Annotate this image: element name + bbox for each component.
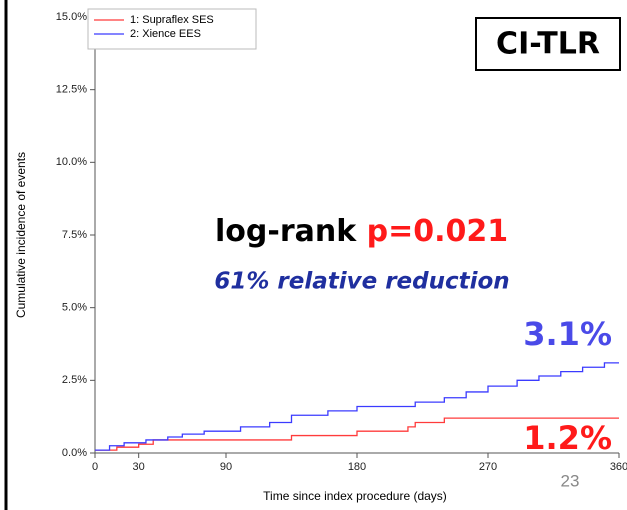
- annotation: 3.1%: [523, 315, 612, 353]
- annotation: 1.2%: [523, 419, 612, 457]
- y-tick-label: 2.5%: [62, 374, 87, 386]
- x-tick-label: 90: [220, 461, 232, 473]
- x-tick-label: 360: [610, 461, 627, 473]
- y-tick-label: 0.0%: [62, 447, 87, 459]
- series-line: [95, 362, 619, 451]
- chart-title: CI-TLR: [496, 27, 600, 62]
- plot-area: 0.0% 2.5% 5.0% 7.5% 10.0% 12.5% 15.0% 0 30 90 180 2…: [56, 11, 627, 473]
- x-axis-label: Time since index procedure (days): [263, 489, 447, 503]
- annotation: 61% relative reduction: [214, 269, 509, 295]
- y-tick-label: 15.0%: [56, 11, 87, 23]
- annotation: log-rank p=0.021: [215, 214, 508, 249]
- p-value: p=0.021: [367, 214, 509, 249]
- y-tick-label: 10.0%: [56, 156, 87, 168]
- legend-label: 2: Xience EES: [130, 28, 201, 40]
- title-box: [475, 17, 621, 71]
- x-tick-label: 0: [92, 461, 98, 473]
- y-tick-label: 7.5%: [62, 229, 87, 241]
- slide-number: 23: [561, 471, 580, 490]
- test-label: log-rank: [215, 214, 357, 249]
- x-tick-label: 270: [479, 461, 497, 473]
- legend-label: 1: Supraflex SES: [130, 14, 214, 26]
- y-tick-label: 12.5%: [56, 84, 87, 96]
- series-line: [95, 417, 619, 451]
- legend-box: [87, 8, 257, 50]
- x-tick-label: 30: [133, 461, 145, 473]
- x-tick-label: 180: [348, 461, 366, 473]
- legend: 1: Supraflex SES 2: Xience EES: [87, 8, 257, 50]
- y-tick-label: 5.0%: [62, 302, 87, 314]
- y-axis-label: Cumulative incidence of events: [14, 152, 28, 318]
